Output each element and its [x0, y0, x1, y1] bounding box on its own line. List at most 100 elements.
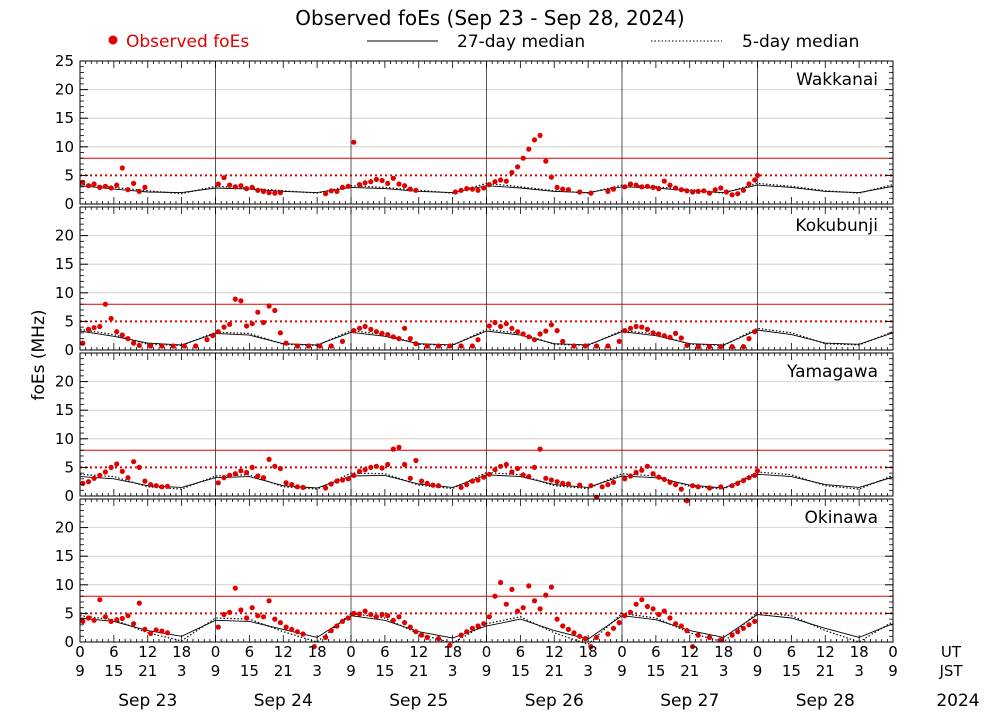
observed-point	[413, 341, 419, 347]
observed-point	[622, 328, 628, 334]
observed-point	[215, 624, 221, 630]
observed-point	[91, 617, 97, 623]
observed-point	[390, 175, 396, 181]
observed-point	[667, 479, 673, 485]
observed-point	[255, 613, 261, 619]
observed-point	[164, 630, 171, 636]
jst-tick-label: 3	[719, 662, 729, 680]
observed-point	[492, 593, 498, 599]
jst-tick-label: 9	[753, 662, 763, 680]
jst-tick-label: 15	[240, 662, 259, 680]
legend-observed-marker	[108, 35, 118, 45]
observed-point	[294, 484, 300, 490]
observed-point	[91, 475, 97, 481]
y-tick-label: 15	[55, 547, 74, 565]
observed-point	[690, 483, 696, 489]
observed-point	[356, 325, 363, 331]
observed-point	[560, 338, 566, 344]
observed-point	[481, 621, 487, 627]
observed-point	[125, 187, 131, 193]
observed-point	[385, 461, 391, 468]
observed-point	[266, 303, 272, 309]
observed-point	[317, 343, 323, 349]
median5-line	[79, 327, 894, 347]
observed-point	[531, 337, 538, 343]
observed-point	[328, 188, 334, 194]
observed-point	[718, 185, 724, 191]
observed-point	[328, 628, 334, 634]
observed-point	[148, 343, 154, 349]
observed-point	[627, 325, 634, 331]
observed-point	[503, 601, 509, 607]
jst-tick-label: 3	[448, 662, 458, 680]
ut-tick-label: 0	[346, 643, 356, 661]
observed-point	[673, 621, 679, 627]
observed-point	[430, 482, 436, 488]
y-tick-label: 15	[55, 255, 74, 273]
observed-point	[407, 336, 413, 342]
observed-point	[91, 181, 97, 187]
y-tick-label: 10	[55, 138, 74, 156]
observed-point	[752, 618, 758, 625]
observed-point	[142, 626, 148, 633]
ut-tick-label: 0	[753, 643, 763, 661]
observed-point	[735, 191, 741, 197]
x-axis: 0 6 12 18 0 6 12 18 0 6 12 18 0 6 12 18 0 6 12 18 0 6 12 18 09 15…	[75, 643, 979, 711]
observed-point	[221, 175, 227, 181]
observed-point	[622, 613, 628, 619]
y-tick-label: 5	[64, 604, 74, 622]
observed-point	[249, 321, 255, 327]
observed-point	[102, 469, 108, 475]
observed-point	[695, 188, 701, 194]
ut-tick-label: 18	[308, 643, 327, 661]
observed-point	[706, 190, 713, 196]
observed-point	[667, 334, 673, 340]
observed-point	[424, 634, 430, 641]
observed-point	[673, 482, 679, 488]
observed-point	[650, 471, 656, 477]
observed-point	[701, 188, 707, 194]
jst-tick-label: 9	[211, 662, 221, 680]
observed-point	[486, 614, 492, 620]
ut-tick-label: 0	[211, 643, 221, 661]
observed-point	[577, 633, 583, 639]
observed-point	[362, 180, 368, 186]
observed-point	[740, 344, 747, 350]
ut-tick-label: 6	[787, 643, 797, 661]
observed-point	[447, 642, 453, 649]
observed-point	[667, 615, 673, 621]
observed-point	[351, 139, 357, 145]
y-tick-label: 20	[55, 81, 74, 99]
observed-point	[690, 189, 696, 195]
observed-point	[136, 600, 142, 606]
observed-point	[588, 483, 594, 489]
observed-point	[633, 323, 639, 330]
observed-point	[661, 476, 667, 482]
y-axis-label: foEs (MHz)	[29, 309, 49, 400]
observed-point	[131, 340, 137, 346]
observed-point	[458, 187, 464, 193]
observed-point	[605, 482, 611, 488]
observed-point	[339, 184, 346, 190]
observed-point	[492, 179, 498, 185]
observed-point	[644, 183, 651, 189]
observed-point	[706, 485, 713, 491]
observed-point	[627, 181, 634, 187]
median5-line	[79, 182, 894, 195]
observed-point	[356, 468, 363, 474]
observed-point	[515, 329, 521, 335]
observed-point	[215, 329, 221, 335]
station-label: Okinawa	[805, 508, 878, 528]
observed-point	[735, 480, 741, 486]
observed-point	[627, 473, 634, 479]
observed-point	[373, 614, 379, 620]
observed-point	[402, 183, 408, 189]
observed-point	[249, 605, 255, 611]
observed-point	[690, 644, 696, 650]
observed-point	[633, 182, 639, 188]
observed-point	[362, 467, 368, 473]
observed-point	[379, 177, 385, 184]
y-tick-label: 20	[55, 227, 74, 245]
observed-point	[543, 328, 549, 334]
observed-point	[746, 475, 752, 481]
